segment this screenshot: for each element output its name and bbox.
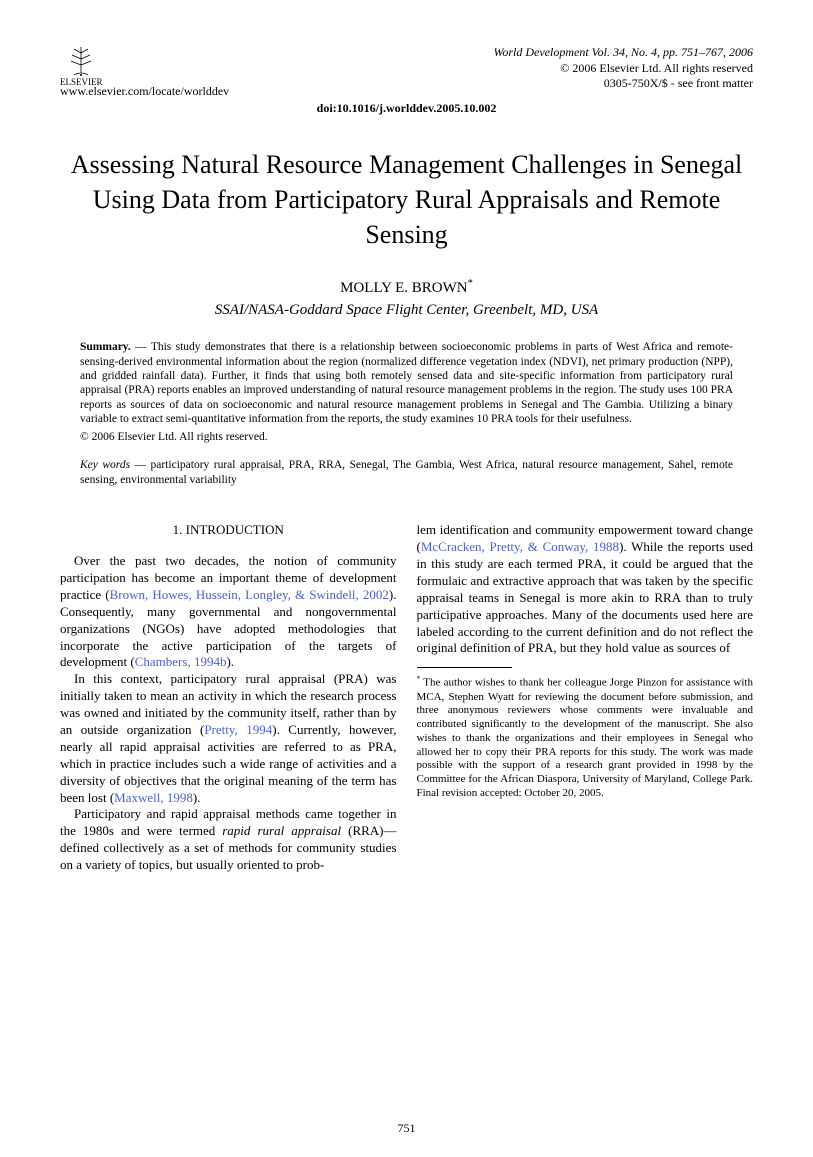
doi: doi:10.1016/j.worlddev.2005.10.002	[60, 101, 753, 117]
column-left: 1. INTRODUCTION Over the past two decade…	[60, 522, 397, 874]
footnote: * The author wishes to thank her colleag…	[417, 674, 754, 800]
keywords-label: Key words	[80, 459, 130, 471]
paragraph-3: Participatory and rapid appraisal method…	[60, 806, 397, 874]
paragraph-4: lem identification and community empower…	[417, 522, 754, 657]
article-title: Assessing Natural Resource Management Ch…	[60, 147, 753, 252]
paragraph-2: In this context, participatory rural app…	[60, 671, 397, 806]
paragraph-1: Over the past two decades, the notion of…	[60, 553, 397, 671]
issn-line: 0305-750X/$ - see front matter	[493, 76, 753, 92]
publisher-logo: ELSEVIER	[60, 45, 103, 89]
section-heading: 1. INTRODUCTION	[60, 522, 397, 539]
p2-text-c: ).	[193, 790, 201, 805]
abstract-text: — This study demonstrates that there is …	[80, 341, 733, 425]
abstract-label: Summary.	[80, 341, 131, 353]
citation-brown[interactable]: Brown, Howes, Hussein, Longley, & Swinde…	[110, 587, 389, 602]
author-affiliation: SSAI/NASA-Goddard Space Flight Center, G…	[60, 301, 753, 321]
rra-term: rapid rural appraisal	[222, 823, 341, 838]
citation-maxwell[interactable]: Maxwell, 1998	[114, 790, 193, 805]
keywords-text: — participatory rural appraisal, PRA, RR…	[80, 459, 733, 485]
citation-pretty[interactable]: Pretty, 1994	[204, 722, 272, 737]
abstract-copyright: © 2006 Elsevier Ltd. All rights reserved…	[60, 430, 753, 445]
column-right: lem identification and community empower…	[417, 522, 754, 874]
elsevier-tree-icon	[66, 45, 96, 77]
p1-text-c: ).	[226, 654, 234, 669]
citation-chambers[interactable]: Chambers, 1994b	[135, 654, 227, 669]
body-columns: 1. INTRODUCTION Over the past two decade…	[60, 522, 753, 874]
author-marker: *	[468, 278, 473, 289]
copyright-line: © 2006 Elsevier Ltd. All rights reserved	[493, 61, 753, 77]
abstract: Summary. — This study demonstrates that …	[60, 340, 753, 426]
header-meta: World Development Vol. 34, No. 4, pp. 75…	[493, 45, 753, 92]
keywords: Key words — participatory rural appraisa…	[60, 458, 753, 487]
page-number: 751	[398, 1121, 416, 1137]
author-text: MOLLY E. BROWN	[340, 280, 468, 296]
p4-text-b: ). While the reports used in this study …	[417, 539, 754, 655]
author-name: MOLLY E. BROWN*	[60, 277, 753, 299]
citation-mccracken[interactable]: McCracken, Pretty, & Conway, 1988	[421, 539, 619, 554]
footnote-text: The author wishes to thank her colleague…	[417, 677, 754, 799]
footnote-separator	[417, 667, 512, 668]
journal-reference: World Development Vol. 34, No. 4, pp. 75…	[493, 45, 753, 61]
